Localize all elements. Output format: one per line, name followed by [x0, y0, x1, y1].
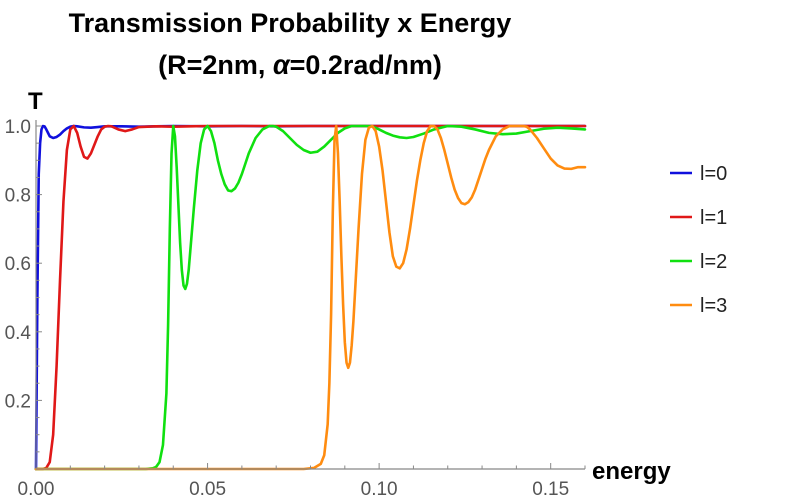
x-axis-label: energy: [592, 458, 671, 485]
chart-title-line1: Transmission Probability x Energy: [69, 8, 512, 38]
chart-title-line2: (R=2nm, α=0.2rad/nm): [158, 50, 442, 80]
y-tick-label: 1.0: [5, 117, 31, 138]
series-line-2: [34, 124, 587, 471]
legend-label-3: l=3: [700, 295, 727, 317]
chart-title-alpha-symbol: α: [273, 50, 291, 80]
legend-label-2: l=2: [700, 251, 727, 273]
y-tick-label: 0.2: [5, 391, 31, 412]
x-tick-label: 0.00: [18, 479, 55, 500]
x-tick-label: 0.05: [189, 479, 226, 500]
legend-label-1: l=1: [700, 207, 727, 229]
series-line-1: [34, 124, 587, 471]
y-tick-label: 0.6: [5, 254, 31, 275]
legend: l=0 l=1 l=2 l=3: [670, 163, 727, 317]
y-tick-label: 0.8: [5, 186, 31, 207]
y-tick-label: 0.4: [5, 323, 32, 344]
y-axis-label: T: [28, 88, 43, 115]
chart-title-line2-prefix: (R=2nm,: [158, 50, 273, 80]
series-layer: [34, 124, 587, 471]
axes-layer: 0.00 0.05 0.10 0.15 0.2 0.4 0.6 0.8 1.0: [5, 117, 586, 500]
series-line-0: [34, 124, 587, 471]
legend-label-0: l=0: [700, 163, 727, 185]
x-tick-label: 0.15: [532, 479, 569, 500]
chart-title-line2-suffix: =0.2rad/nm): [290, 50, 442, 80]
x-tick-label: 0.10: [361, 479, 398, 500]
series-line-3: [34, 124, 587, 471]
